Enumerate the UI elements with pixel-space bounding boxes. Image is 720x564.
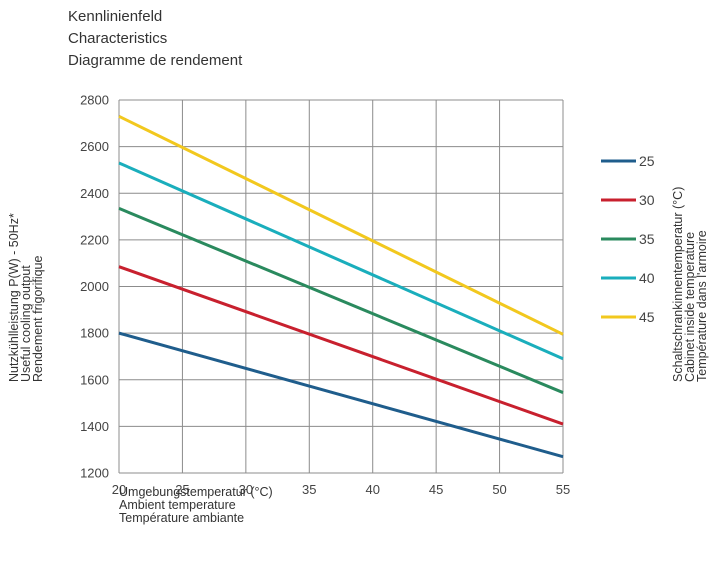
y-tick-label: 1800	[80, 326, 109, 341]
x-tick-label: 25	[175, 482, 189, 497]
x-axis-label: Umgebungstemperatur (°C) Ambient tempera…	[119, 486, 273, 525]
y-tick-label: 2400	[80, 186, 109, 201]
x-axis-label-de: Umgebungstemperatur (°C)	[119, 485, 273, 499]
x-tick-label: 40	[365, 482, 379, 497]
y-tick-label: 1400	[80, 419, 109, 434]
legend: 25 30 35 40 45	[601, 153, 655, 325]
legend-label-45: 45	[639, 309, 655, 325]
chart-title: Kennlinienfeld Characteristics Diagramme…	[68, 6, 242, 72]
x-tick-label: 50	[492, 482, 506, 497]
x-tick-label: 45	[429, 482, 443, 497]
y-tick-label: 2800	[80, 93, 109, 108]
y-axis-label-fr: Rendement frigorifique	[31, 255, 45, 382]
y-tick-label: 2000	[80, 279, 109, 294]
y-axis-label: Nutzkühlleistung P(W) - 50Hz* Useful coo…	[7, 162, 45, 382]
x-tick-label: 20	[112, 482, 126, 497]
grid	[118, 99, 564, 474]
series-line-35	[118, 207, 564, 394]
series-line-45	[118, 114, 564, 336]
y-tick-label: 2600	[80, 139, 109, 154]
legend-label-35: 35	[639, 231, 655, 247]
x-tick-label: 35	[302, 482, 316, 497]
y-tick-label: 2200	[80, 232, 109, 247]
series-line-40	[118, 161, 564, 361]
chart-title-line-de: Kennlinienfeld	[68, 8, 163, 25]
x-axis-label-fr: Température ambiante	[119, 511, 245, 525]
series-line-25	[118, 331, 564, 459]
tick-labels: 20 25 30 35 40 45 50 55 1200 1400 1600 1800 2000 2200…	[80, 93, 570, 498]
chart-title-line-en: Characteristics	[68, 30, 168, 47]
chart-title-line-fr: Diagramme de rendement	[68, 52, 243, 69]
legend-title-fr: Température dans l'armoire	[695, 230, 709, 382]
series-line-30	[118, 265, 564, 426]
legend-label-40: 40	[639, 270, 655, 286]
series-lines	[118, 114, 564, 459]
legend-label-25: 25	[639, 153, 655, 169]
legend-title: Schaltschrankinnentemperatur (°C) Cabine…	[671, 162, 709, 382]
y-tick-label: 1600	[80, 372, 109, 387]
y-tick-label: 1200	[80, 466, 109, 481]
x-tick-label: 30	[239, 482, 253, 497]
x-axis-label-en: Ambient temperature	[119, 498, 236, 512]
x-tick-label: 55	[556, 482, 570, 497]
legend-label-30: 30	[639, 192, 655, 208]
